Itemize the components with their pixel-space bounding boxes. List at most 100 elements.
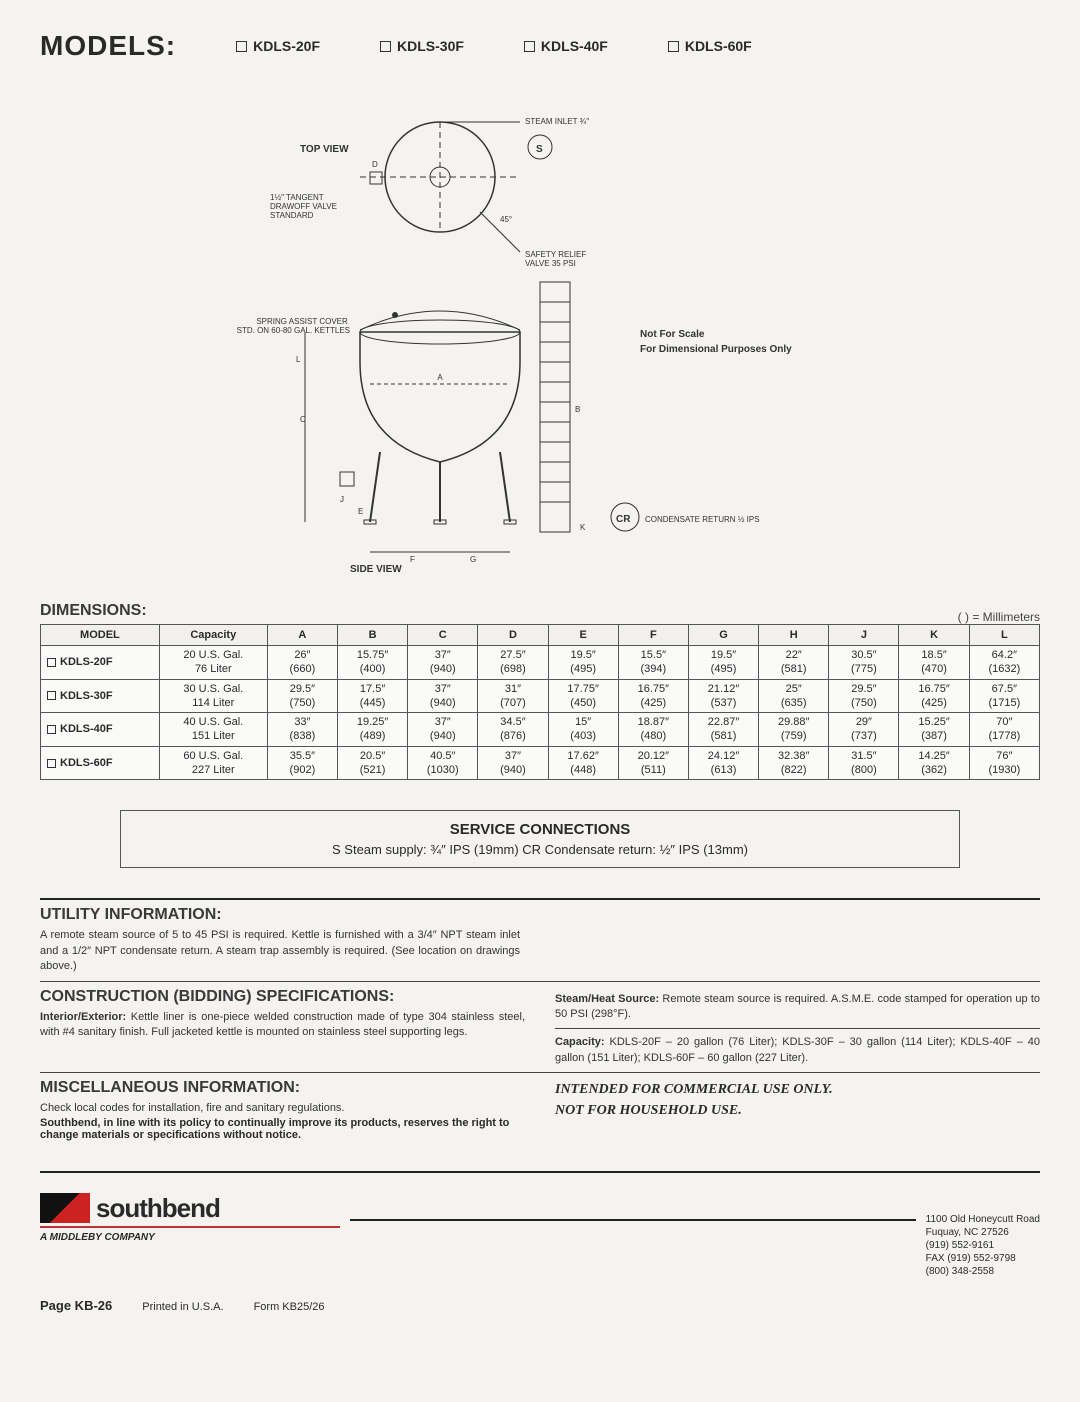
dim-cell: 37″(940) xyxy=(408,646,478,680)
dim-cell: 14.25″(362) xyxy=(899,746,969,780)
angle-label: 45° xyxy=(500,215,512,224)
footer: southbend A MIDDLEBY COMPANY 1100 Old Ho… xyxy=(40,1193,1040,1278)
model-cell: KDLS-60F xyxy=(41,746,160,780)
construction-heading: CONSTRUCTION (BIDDING) SPECIFICATIONS: xyxy=(40,988,525,1006)
dim-cell: 37″(940) xyxy=(408,679,478,713)
not-for-scale: Not For Scale xyxy=(640,329,705,340)
svg-text:E: E xyxy=(358,507,363,516)
misc-line1: Check local codes for installation, fire… xyxy=(40,1101,525,1116)
dim-cell: 29.5″(750) xyxy=(267,679,337,713)
table-row: KDLS-60F60 U.S. Gal.227 Liter35.5″(902) 2… xyxy=(41,746,1040,780)
models-heading: MODELS: xyxy=(40,30,176,62)
steam-inlet-label: STEAM INLET ¾″ xyxy=(525,117,589,126)
dim-cell: 22″(581) xyxy=(759,646,829,680)
dim-cell: 20.12″(511) xyxy=(618,746,688,780)
millimeters-note: ( ) = Millimeters xyxy=(958,610,1040,624)
checkbox-icon xyxy=(380,41,391,52)
steam-source: Steam/Heat Source: Remote steam source i… xyxy=(555,992,1040,1023)
dim-cell: 21.12″(537) xyxy=(688,679,758,713)
dim-cell: 17.62″(448) xyxy=(548,746,618,780)
svg-text:A: A xyxy=(437,373,443,382)
dim-cell: 32.38″(822) xyxy=(759,746,829,780)
dim-cell: 70″(1778) xyxy=(969,713,1039,747)
svg-text:D: D xyxy=(372,160,378,169)
checkbox-icon xyxy=(524,41,535,52)
dim-cell: 31″(707) xyxy=(478,679,548,713)
dim-cell: 22.87″(581) xyxy=(688,713,758,747)
capacity-cell: 40 U.S. Gal.151 Liter xyxy=(159,713,267,747)
capacity-text: Capacity: KDLS-20F – 20 gallon (76 Liter… xyxy=(555,1035,1040,1066)
dim-cell: 17.75″(450) xyxy=(548,679,618,713)
model-label: KDLS-40F xyxy=(541,38,608,54)
dim-cell: 40.5″(1030) xyxy=(408,746,478,780)
construction-left: Interior/Exterior: Kettle liner is one-p… xyxy=(40,1010,525,1041)
model-checkbox-3[interactable]: KDLS-40F xyxy=(524,38,608,54)
dim-cell: 15″(403) xyxy=(548,713,618,747)
table-header: J xyxy=(829,625,899,646)
dim-cell: 17.5″(445) xyxy=(337,679,407,713)
capacity-cell: 20 U.S. Gal.76 Liter xyxy=(159,646,267,680)
dim-cell: 16.75″(425) xyxy=(899,679,969,713)
model-checkbox-1[interactable]: KDLS-20F xyxy=(236,38,320,54)
dimensions-header: DIMENSIONS: ( ) = Millimeters xyxy=(40,602,1040,624)
table-header: K xyxy=(899,625,969,646)
drawoff-label: 1½″ TANGENT DRAWOFF VALVE STANDARD xyxy=(270,193,339,220)
utility-text: A remote steam source of 5 to 45 PSI is … xyxy=(40,928,520,974)
table-row: KDLS-20F20 U.S. Gal.76 Liter26″(660)15.7… xyxy=(41,646,1040,680)
table-header: D xyxy=(478,625,548,646)
service-line: S Steam supply: ¾″ IPS (19mm) CR Condens… xyxy=(141,842,939,857)
dim-cell: 16.75″(425) xyxy=(618,679,688,713)
model-label: KDLS-20F xyxy=(253,38,320,54)
model-checkbox-2[interactable]: KDLS-30F xyxy=(380,38,464,54)
svg-text:F: F xyxy=(410,555,415,564)
page-number: Page KB-26 xyxy=(40,1298,112,1313)
dim-cell: 30.5″(775) xyxy=(829,646,899,680)
table-header: H xyxy=(759,625,829,646)
capacity-cell: 30 U.S. Gal.114 Liter xyxy=(159,679,267,713)
s-label: S xyxy=(536,144,543,155)
dim-cell: 37″(940) xyxy=(408,713,478,747)
dim-cell: 76″(1930) xyxy=(969,746,1039,780)
model-label: KDLS-60F xyxy=(685,38,752,54)
svg-text:K: K xyxy=(580,523,586,532)
dim-cell: 29.88″(759) xyxy=(759,713,829,747)
condensate-label: CONDENSATE RETURN ½ IPS xyxy=(645,515,760,524)
checkbox-icon xyxy=(668,41,679,52)
dim-cell: 27.5″(698) xyxy=(478,646,548,680)
svg-text:J: J xyxy=(340,495,344,504)
dim-cell: 19.5″(495) xyxy=(548,646,618,680)
checkbox-icon xyxy=(236,41,247,52)
dim-cell: 29.5″(750) xyxy=(829,679,899,713)
table-row: KDLS-40F40 U.S. Gal.151 Liter33″(838)19.… xyxy=(41,713,1040,747)
model-checkbox-4[interactable]: KDLS-60F xyxy=(668,38,752,54)
capacity-cell: 60 U.S. Gal.227 Liter xyxy=(159,746,267,780)
safety-valve-label: SAFETY RELIEF VALVE 35 PSI xyxy=(525,250,588,268)
dim-cell: 15.25″(387) xyxy=(899,713,969,747)
dim-cell: 37″(940) xyxy=(478,746,548,780)
dim-cell: 29″(737) xyxy=(829,713,899,747)
table-header: F xyxy=(618,625,688,646)
dimensions-table: MODELCapacityABCDEFGHJKL KDLS-20F20 U.S.… xyxy=(40,624,1040,780)
model-cell: KDLS-30F xyxy=(41,679,160,713)
cr-label: CR xyxy=(616,514,631,525)
capacity-label: Capacity: xyxy=(555,1036,605,1048)
svg-text:B: B xyxy=(575,405,580,414)
dim-cell: 19.5″(495) xyxy=(688,646,758,680)
misc-line2: Southbend, in line with its policy to co… xyxy=(40,1117,525,1141)
table-header: L xyxy=(969,625,1039,646)
table-header: Capacity xyxy=(159,625,267,646)
dim-cell: 25″(635) xyxy=(759,679,829,713)
form-number: Form KB25/26 xyxy=(254,1301,325,1313)
dim-cell: 19.25″(489) xyxy=(337,713,407,747)
dim-cell: 64.2″(1632) xyxy=(969,646,1039,680)
service-title: SERVICE CONNECTIONS xyxy=(141,821,939,838)
model-label: KDLS-30F xyxy=(397,38,464,54)
misc-heading: MISCELLANEOUS INFORMATION: xyxy=(40,1079,525,1097)
brand-logo: southbend xyxy=(40,1193,340,1224)
dim-cell: 34.5″(876) xyxy=(478,713,548,747)
dim-cell: 35.5″(902) xyxy=(267,746,337,780)
table-header: A xyxy=(267,625,337,646)
dim-purposes: For Dimensional Purposes Only xyxy=(640,344,792,355)
table-header: MODEL xyxy=(41,625,160,646)
top-view-label: TOP VIEW xyxy=(300,144,349,155)
